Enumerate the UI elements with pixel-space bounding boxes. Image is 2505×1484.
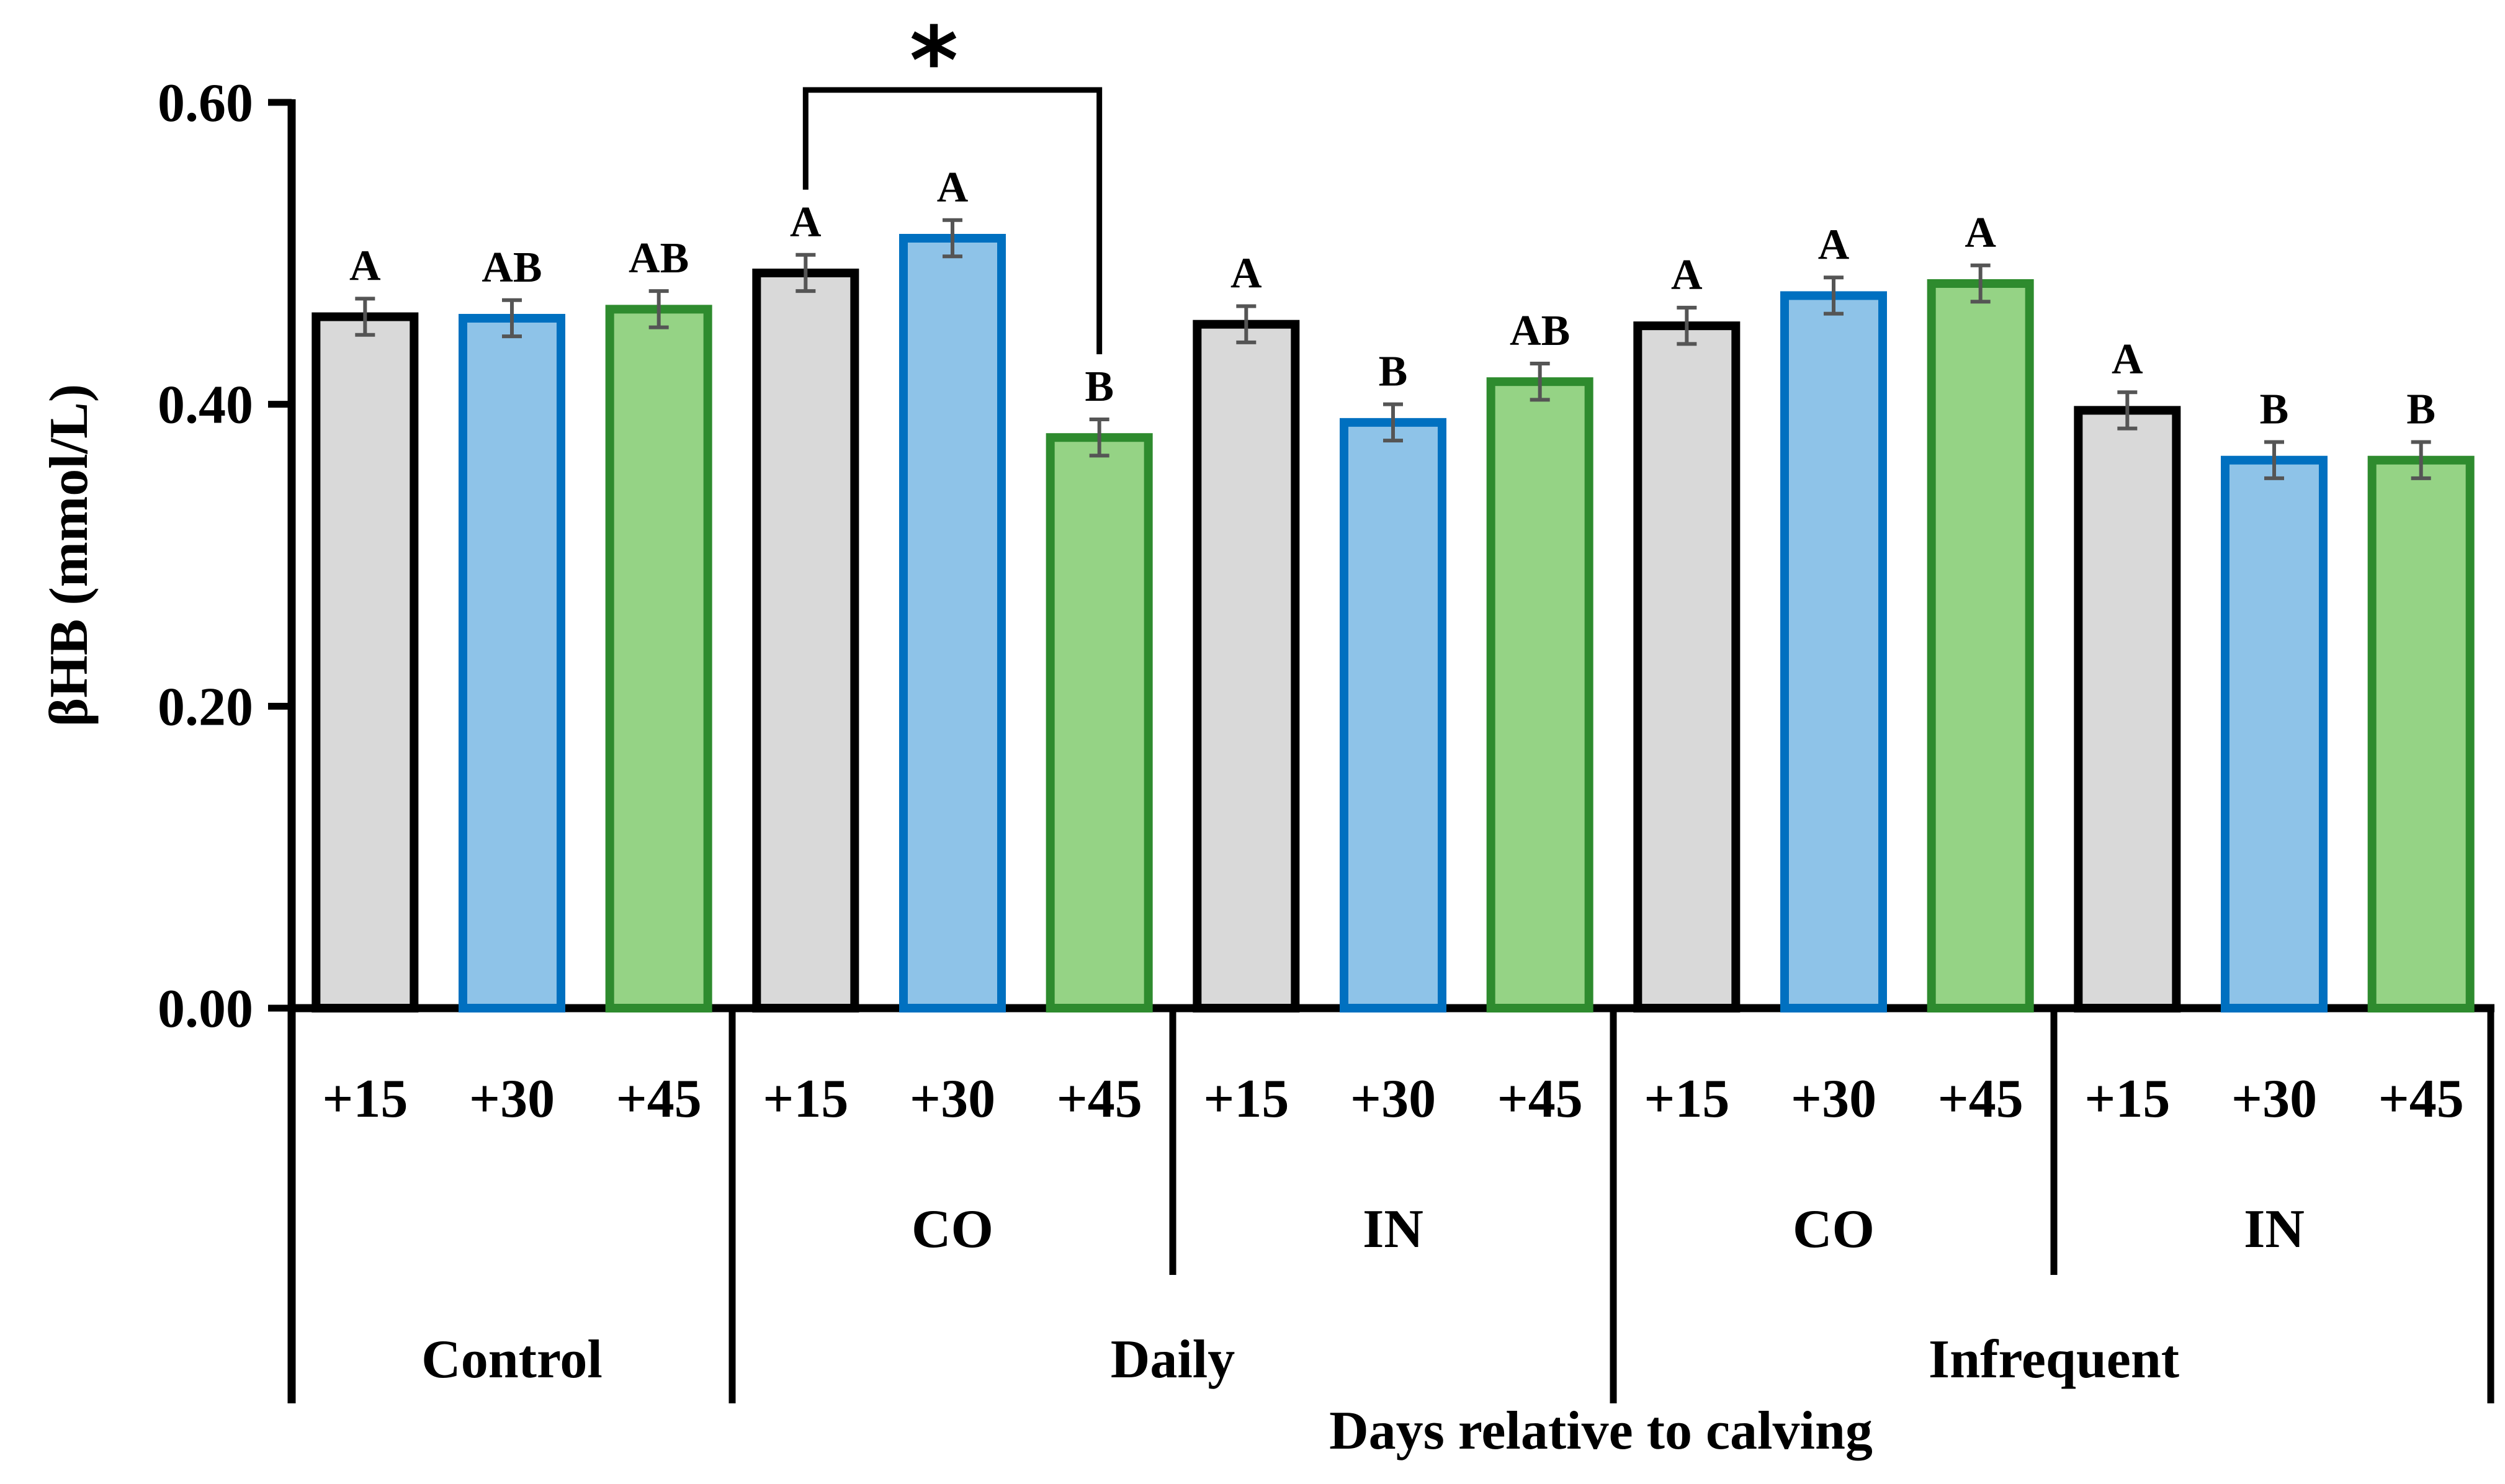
- significance-letter: A: [1230, 250, 1262, 298]
- x-axis-title: Days relative to calving: [1329, 1401, 1873, 1461]
- bar: [605, 305, 712, 1012]
- y-tick-label: 0.40: [158, 375, 253, 436]
- significance-letter: AB: [629, 235, 689, 282]
- significance-letter: B: [1379, 348, 1408, 396]
- significance-letter: B: [2260, 386, 2289, 434]
- significance-letter: B: [2406, 386, 2436, 434]
- bar: [1046, 433, 1153, 1012]
- y-tick-label: 0.00: [158, 979, 253, 1039]
- significance-letter: AB: [1510, 307, 1570, 355]
- significance-letter: A: [1818, 221, 1850, 269]
- bar: [1193, 320, 1300, 1013]
- bar: [1927, 279, 2034, 1012]
- significance-star: *: [910, 7, 958, 115]
- day-label: +30: [469, 1069, 555, 1129]
- significance-letter: A: [790, 199, 822, 246]
- bar: [752, 268, 859, 1012]
- bar: [1340, 418, 1446, 1012]
- y-tick-label: 0.60: [158, 73, 253, 133]
- y-tick-label: 0.20: [158, 677, 253, 737]
- day-label: +45: [1497, 1069, 1583, 1129]
- y-axis-title: βHB (mmol/L): [39, 384, 99, 726]
- significance-letter: B: [1085, 363, 1114, 411]
- day-label: +15: [322, 1069, 408, 1129]
- bar: [2221, 455, 2328, 1012]
- significance-letter: A: [2112, 336, 2143, 383]
- day-label: +45: [616, 1069, 702, 1129]
- day-label: +45: [2378, 1069, 2464, 1129]
- significance-bracket: [802, 87, 1103, 354]
- day-label: +45: [1057, 1069, 1142, 1129]
- bar: [1780, 291, 1887, 1012]
- significance-letter: AB: [482, 244, 542, 292]
- day-label: +30: [1791, 1069, 1876, 1129]
- day-label: +15: [763, 1069, 848, 1129]
- subgroup-label: IN: [2244, 1199, 2305, 1259]
- subgroup-label: CO: [912, 1199, 993, 1259]
- bar: [311, 312, 419, 1012]
- bar: [2074, 406, 2181, 1012]
- category-labels: +15 +30 +45 +15 +30 +45 +15 +30 +45 +15 +30 +45 +15 +…: [322, 1069, 2463, 1390]
- bar: [459, 313, 565, 1012]
- group-label: Infrequent: [1929, 1330, 2179, 1390]
- day-label: +30: [910, 1069, 995, 1129]
- significance-letter: A: [937, 164, 969, 212]
- day-label: +45: [1938, 1069, 2023, 1129]
- significance-letter: A: [349, 242, 381, 290]
- bar: [899, 234, 1006, 1012]
- subgroup-label: IN: [1363, 1199, 1423, 1259]
- group-label: Daily: [1111, 1330, 1235, 1390]
- day-label: +15: [1203, 1069, 1289, 1129]
- day-label: +15: [1644, 1069, 1729, 1129]
- group-label: Control: [421, 1330, 603, 1390]
- day-label: +30: [2231, 1069, 2317, 1129]
- day-label: +15: [2084, 1069, 2170, 1129]
- bar: [1633, 321, 1741, 1013]
- bar: [1486, 377, 1593, 1012]
- subgroup-label: CO: [1793, 1199, 1875, 1259]
- bar: [2367, 455, 2475, 1012]
- significance-letter: A: [1965, 209, 1996, 257]
- day-label: +30: [1350, 1069, 1436, 1129]
- significance-letter: A: [1671, 251, 1703, 299]
